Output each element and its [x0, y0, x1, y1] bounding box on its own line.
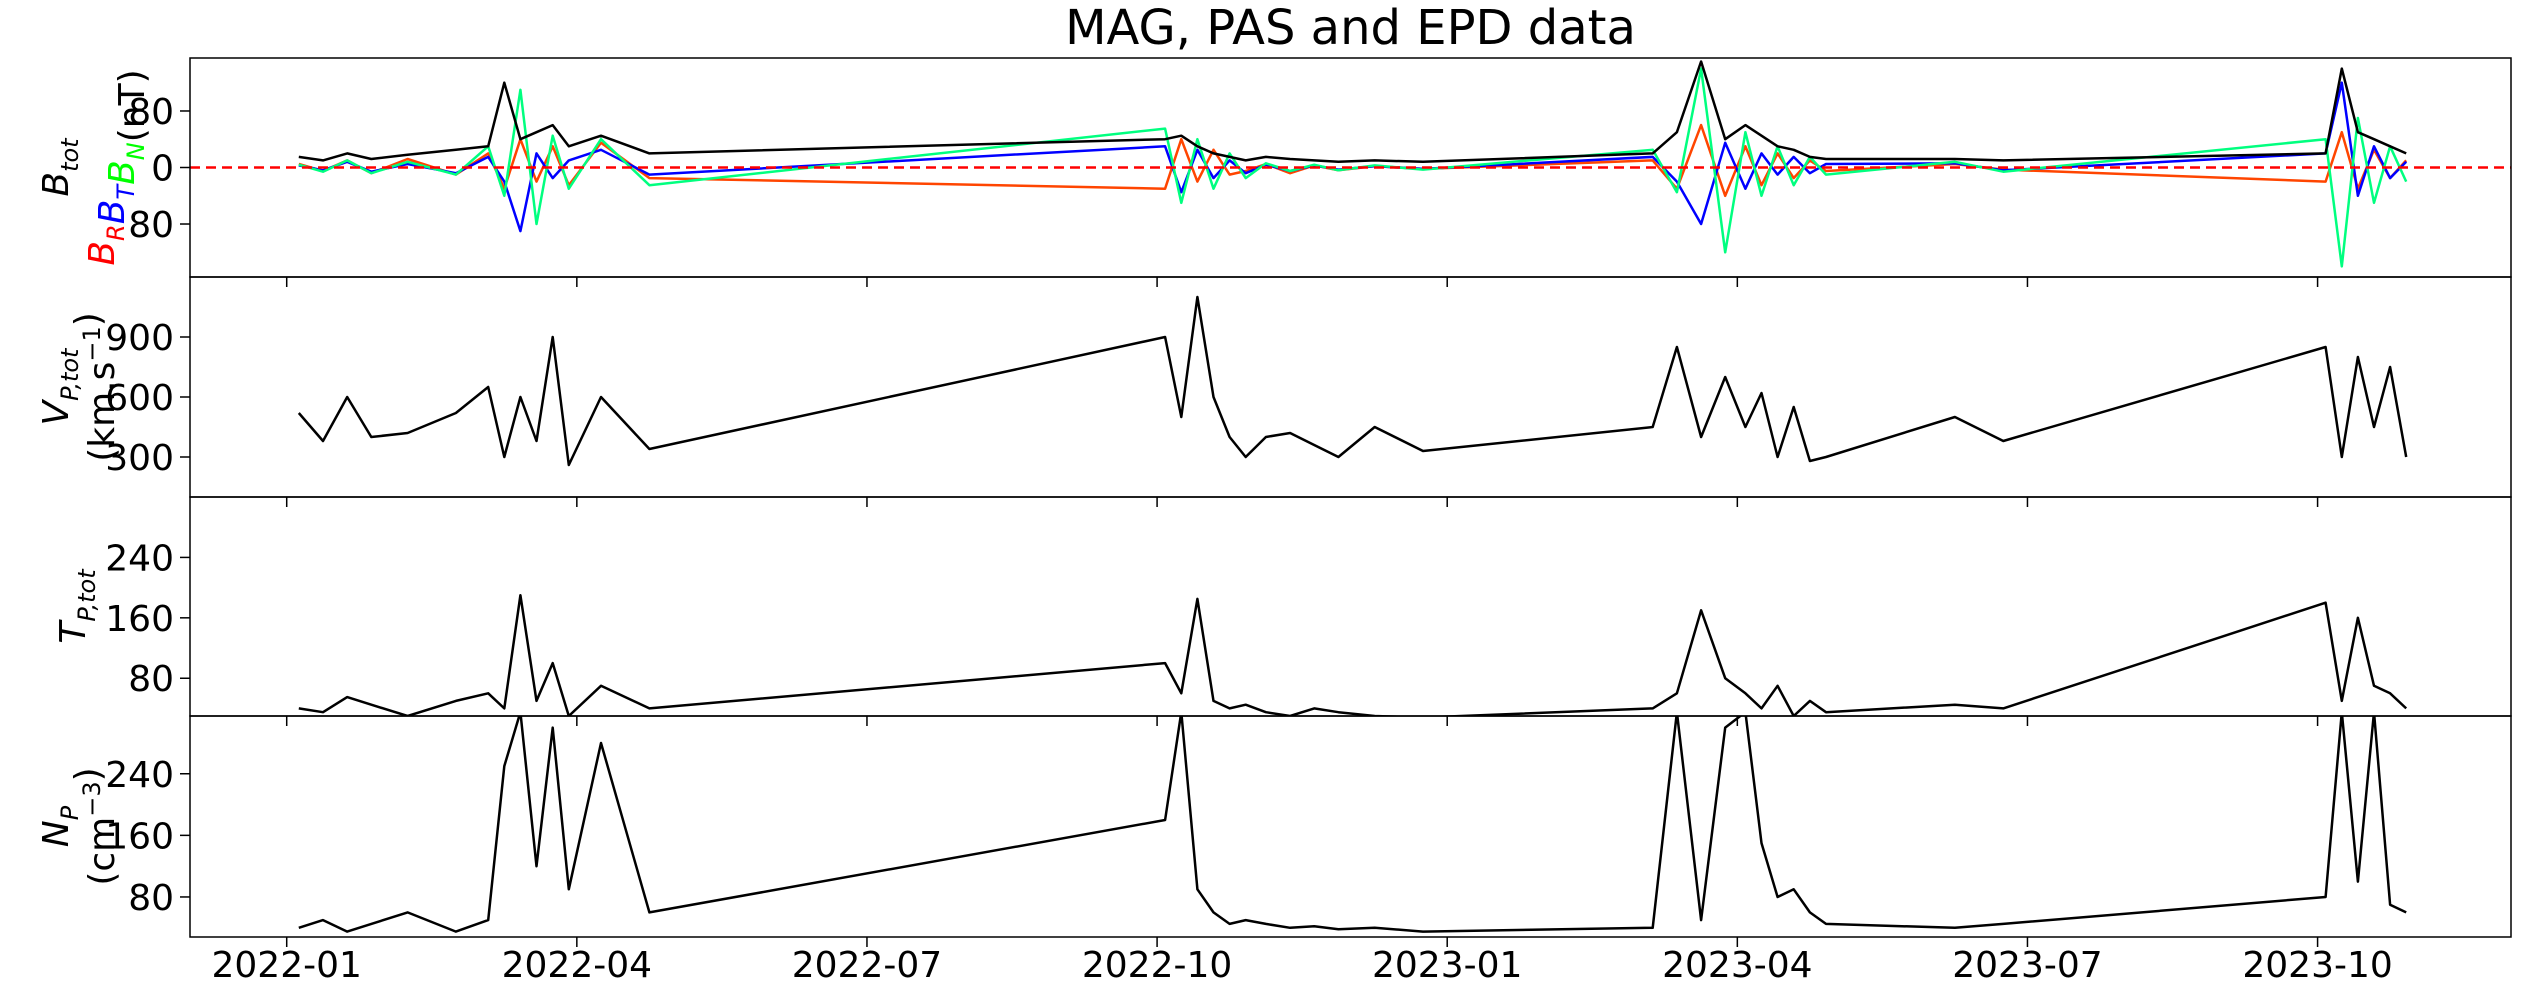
label-text: B: [82, 241, 123, 266]
label-text: (nT): [112, 69, 153, 142]
label-subscript: N: [122, 142, 150, 160]
axes-frame: [189, 496, 2512, 717]
x-tick-label: 2023-01: [1372, 945, 1522, 986]
plot-area: [298, 60, 2408, 268]
plot-area: [298, 593, 2408, 716]
y-tick-label: 240: [105, 538, 174, 579]
label-superscript: −3: [78, 781, 106, 816]
y-axis-label: TP,tot: [53, 568, 101, 644]
y-axis-label: NP: [36, 805, 84, 847]
label-subscript: P: [56, 805, 84, 820]
y-tick-label: 600: [105, 378, 174, 419]
axes-frame: [189, 715, 2512, 938]
y-tick-label: 80: [128, 92, 174, 133]
label-subscript: P,tot: [56, 347, 84, 401]
axes-frame: [189, 276, 2512, 498]
chart-title: MAG, PAS and EPD data: [1065, 0, 1636, 56]
label-superscript: −1: [78, 326, 106, 361]
y-tick-label: 80: [128, 659, 174, 700]
label-subscript: T: [112, 183, 140, 200]
label-text: T: [53, 619, 94, 644]
plot-area: [297, 295, 2408, 467]
y-tick-label: 160: [105, 599, 174, 640]
data-line: [298, 593, 2408, 716]
label-text: B: [36, 172, 77, 197]
y-axis-label: (cm−3): [68, 767, 123, 885]
label-text: B: [92, 200, 133, 225]
data-line: [298, 716, 2407, 933]
x-tick-label: 2023-10: [2242, 945, 2392, 986]
y-axis-label: VP,tot: [36, 347, 84, 426]
y-tick-label: 160: [105, 816, 174, 857]
y-axis-label: BRBTBN(nT): [82, 69, 153, 265]
x-tick-label: 2022-01: [211, 945, 361, 986]
label-subscript: tot: [56, 137, 84, 172]
x-tick-label: 2022-07: [792, 945, 942, 986]
data-line: [297, 295, 2408, 467]
y-tick-label: 80: [128, 205, 174, 246]
y-tick-label: 80: [128, 878, 174, 919]
x-tick-label: 2022-10: [1082, 945, 1232, 986]
label-text: B: [102, 160, 143, 185]
label-text: V: [36, 398, 77, 425]
label-text: (km.s: [82, 362, 123, 462]
label-subscript: R: [102, 224, 130, 241]
y-tick-label: 240: [105, 755, 174, 796]
y-axis-label: Btot: [36, 137, 84, 197]
y-tick-label: 0: [151, 149, 174, 190]
y-tick-label: 900: [105, 318, 174, 359]
data-line: [298, 81, 2408, 233]
x-tick-label: 2023-07: [1952, 945, 2102, 986]
data-line: [298, 60, 2407, 164]
plot-area: [298, 716, 2407, 933]
label-text: (cm: [82, 817, 123, 886]
label-text: ): [68, 767, 109, 781]
y-tick-label: 300: [105, 438, 174, 479]
label-subscript: P,tot: [73, 568, 101, 622]
label-text: N: [36, 820, 77, 847]
x-tick-label: 2022-04: [502, 945, 652, 986]
y-axis-label: (km.s−1): [68, 312, 123, 462]
label-text: ): [68, 312, 109, 326]
x-tick-label: 2023-04: [1662, 945, 1812, 986]
